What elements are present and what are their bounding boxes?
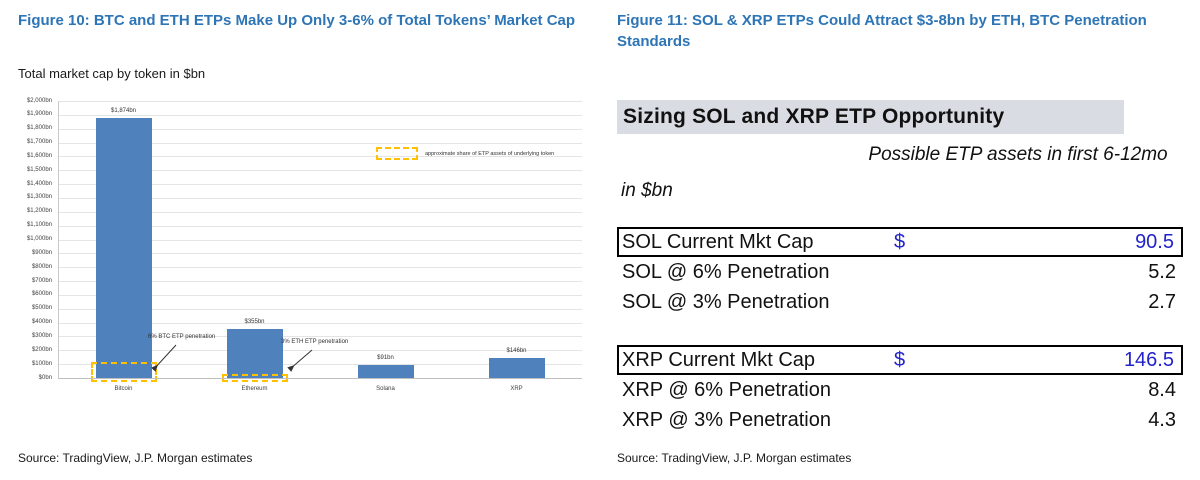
gridline bbox=[58, 225, 582, 227]
x-tick-label-solana: Solana bbox=[376, 386, 395, 392]
gridline bbox=[58, 239, 582, 241]
table-row-sol-3pct: SOL @ 3% Penetration 2.7 bbox=[617, 287, 1183, 317]
gridline bbox=[58, 197, 582, 199]
table-row-xrp-current: XRP Current Mkt Cap $ 146.5 bbox=[617, 345, 1183, 375]
y-tick-label: $1,200bn bbox=[26, 208, 52, 215]
figure-11-source: Source: TradingView, J.P. Morgan estimat… bbox=[617, 451, 852, 465]
y-tick-label: $200bn bbox=[31, 346, 52, 353]
x-tick-label-bitcoin: Bitcoin bbox=[114, 386, 133, 392]
y-tick-label: $400bn bbox=[31, 319, 52, 326]
table-row-xrp-3pct: XRP @ 3% Penetration 4.3 bbox=[617, 405, 1183, 435]
etp-share-legend-label: approximate share of ETP assets of under… bbox=[425, 151, 555, 157]
currency-symbol: $ bbox=[894, 231, 906, 253]
gridline bbox=[58, 128, 582, 130]
unit-header: in $bn bbox=[621, 180, 673, 201]
gridline bbox=[58, 308, 582, 310]
gridline bbox=[58, 170, 582, 172]
row-value: 5.2 bbox=[1148, 261, 1176, 283]
value-header: Possible ETP assets in first 6-12mo bbox=[868, 144, 1168, 165]
bar-value-label: $1,874bn bbox=[110, 108, 137, 115]
gridline bbox=[58, 184, 582, 186]
gridline bbox=[58, 364, 582, 366]
y-tick-label: $2,000bn bbox=[26, 97, 52, 104]
row-label: SOL @ 6% Penetration bbox=[622, 261, 830, 283]
figure-10-title: Figure 10: BTC and ETH ETPs Make Up Only… bbox=[18, 12, 576, 29]
y-tick-label: $1,800bn bbox=[26, 125, 52, 132]
y-tick-label: $1,400bn bbox=[26, 180, 52, 187]
gridline bbox=[58, 336, 582, 338]
figure-10-panel: Figure 10: BTC and ETH ETPs Make Up Only… bbox=[0, 12, 600, 465]
y-tick-label: $300bn bbox=[31, 332, 52, 339]
y-tick-label: $1,000bn bbox=[26, 236, 52, 242]
market-cap-bar-chart: $0bn $100bn $200bn $300bn $400bn $500bn $600bn… bbox=[0, 95, 600, 405]
row-label: SOL @ 3% Penetration bbox=[622, 291, 830, 313]
figure-11-panel: Figure 11: SOL & XRP ETPs Could Attract … bbox=[617, 0, 1183, 480]
y-tick-label: $1,600bn bbox=[26, 152, 52, 159]
y-tick-label: $1,100bn bbox=[26, 222, 52, 229]
y-tick-label: $500bn bbox=[31, 305, 52, 312]
x-axis-line bbox=[58, 378, 582, 379]
btc-penetration-annotation: 6% BTC ETP penetration bbox=[148, 334, 216, 340]
row-value: 4.3 bbox=[1148, 409, 1176, 431]
sizing-table-title: Sizing SOL and XRP ETP Opportunity bbox=[617, 100, 1124, 134]
gridline bbox=[58, 281, 582, 283]
y-tick-label: $1,900bn bbox=[26, 111, 52, 118]
row-value: 2.7 bbox=[1148, 291, 1176, 313]
row-label: XRP @ 6% Penetration bbox=[622, 379, 831, 401]
currency-symbol: $ bbox=[894, 349, 906, 371]
bar-bitcoin bbox=[95, 118, 152, 378]
figure-10-subtitle: Total market cap by token in $bn bbox=[18, 66, 206, 81]
y-tick-label: $1,300bn bbox=[26, 194, 52, 201]
row-label: XRP Current Mkt Cap bbox=[622, 349, 816, 371]
gridline bbox=[58, 253, 582, 255]
etp-share-box-bitcoin bbox=[90, 362, 157, 382]
y-tick-label: $800bn bbox=[31, 263, 52, 270]
y-tick-label: $900bn bbox=[31, 249, 52, 256]
x-tick-label-xrp: XRP bbox=[510, 386, 523, 392]
y-tick-label: $1,700bn bbox=[26, 139, 52, 146]
bar-value-label: $146bn bbox=[506, 347, 527, 354]
y-tick-label: $600bn bbox=[31, 291, 52, 298]
row-value: 8.4 bbox=[1148, 379, 1176, 401]
sizing-table: SOL Current Mkt Cap $ 90.5 SOL @ 6% Pene… bbox=[617, 227, 1183, 435]
gridline bbox=[58, 101, 582, 102]
y-tick-label: $700bn bbox=[31, 277, 52, 284]
gridline bbox=[58, 142, 582, 144]
gridline bbox=[58, 211, 582, 213]
table-row-sol-current: SOL Current Mkt Cap $ 90.5 bbox=[617, 227, 1183, 257]
bar-xrp bbox=[488, 357, 545, 378]
eth-penetration-annotation: 3% ETH ETP penetration bbox=[281, 339, 349, 345]
bar-ethereum bbox=[226, 328, 283, 378]
row-label: SOL Current Mkt Cap bbox=[622, 231, 814, 253]
gridline bbox=[58, 350, 582, 352]
etp-share-legend-swatch bbox=[376, 147, 418, 160]
table-row-xrp-6pct: XRP @ 6% Penetration 8.4 bbox=[617, 375, 1183, 405]
gridline bbox=[58, 267, 582, 269]
y-tick-label: $1,500bn bbox=[26, 166, 52, 173]
gridline bbox=[58, 156, 582, 158]
y-axis-line bbox=[58, 101, 59, 379]
bar-value-label: $91bn bbox=[377, 355, 394, 362]
y-tick-label: $0bn bbox=[38, 374, 52, 381]
gridline bbox=[58, 114, 582, 116]
y-tick-label: $100bn bbox=[31, 360, 52, 367]
row-value: 90.5 bbox=[1135, 231, 1174, 253]
figure-11-title: Figure 11: SOL & XRP ETPs Could Attract … bbox=[617, 12, 1147, 50]
row-value: 146.5 bbox=[1123, 349, 1174, 371]
x-tick-label-ethereum: Ethereum bbox=[241, 386, 268, 392]
row-label: XRP @ 3% Penetration bbox=[622, 409, 831, 431]
bar-solana bbox=[357, 365, 414, 378]
gridline bbox=[58, 322, 582, 324]
figure-10-source: Source: TradingView, J.P. Morgan estimat… bbox=[18, 451, 253, 465]
sizing-table-header: in $bn Possible ETP assets in first 6-12… bbox=[617, 140, 1183, 204]
table-row-sol-6pct: SOL @ 6% Penetration 5.2 bbox=[617, 257, 1183, 287]
table-section-spacer bbox=[617, 317, 1183, 345]
bar-value-label: $355bn bbox=[244, 318, 265, 325]
gridline bbox=[58, 294, 582, 296]
